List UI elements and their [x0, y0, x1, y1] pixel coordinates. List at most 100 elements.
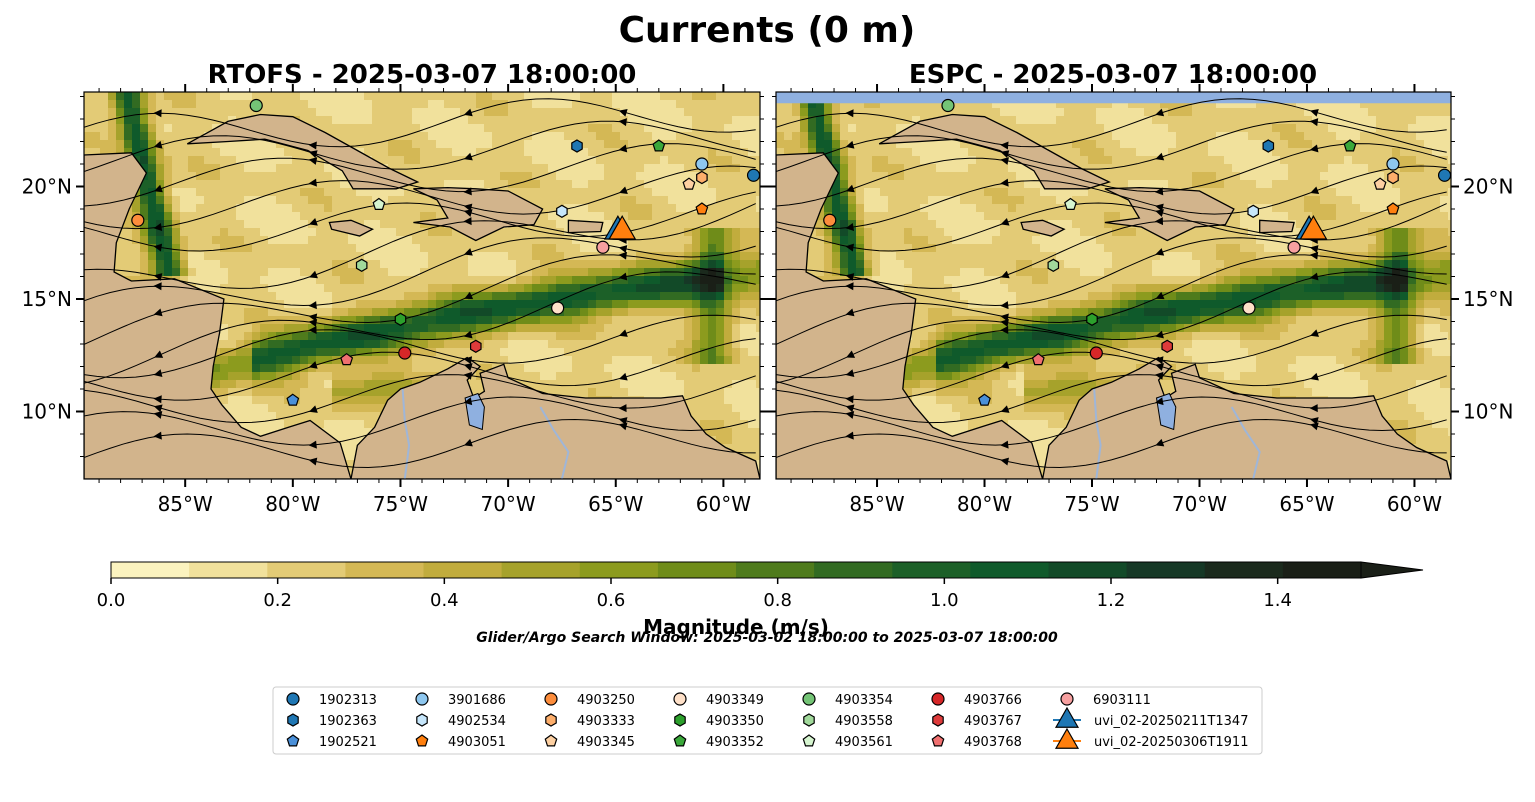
axis-ticks: 85°W 80°W 75°W 70°W 65°W 60°W 10°N 15°N 20°N	[22, 84, 768, 516]
legend-entry: 6903111	[1060, 692, 1151, 708]
colorbar-label: Magnitude (m/s)	[643, 615, 829, 639]
streamline	[84, 98, 756, 148]
landmass-jamaica	[328, 219, 375, 237]
legend-hexagon-marker	[932, 713, 944, 727]
flow-arrow	[1155, 248, 1165, 256]
flow-arrow	[1309, 251, 1319, 260]
flow-arrow	[464, 291, 474, 300]
legend-entry: uvi_02-20250211T1347	[1053, 706, 1248, 729]
legend-entry: 4903250	[544, 692, 635, 708]
flow-arrow	[308, 361, 318, 369]
legend-entry: 4903352	[673, 734, 764, 750]
legend-circle-marker	[673, 692, 687, 706]
flow-arrow	[463, 330, 473, 339]
legend-pentagon-marker	[673, 734, 687, 747]
colorbar-segment	[1282, 562, 1362, 578]
flow-arrow	[845, 369, 855, 377]
flow-arrow	[463, 152, 473, 161]
colorbar-extend-arrow	[1360, 561, 1424, 579]
flow-arrow	[1000, 270, 1010, 279]
legend-label: uvi_02-20250306T1911	[1094, 735, 1248, 750]
float-4903345	[682, 177, 696, 190]
x-tick-label: 60°W	[696, 492, 751, 516]
streamline	[776, 165, 1447, 230]
float-4903767	[470, 339, 482, 353]
legend-label: 4903333	[577, 714, 635, 729]
flow-arrow	[1155, 203, 1164, 212]
float-4903558	[1047, 258, 1060, 272]
flow-arrow	[1000, 301, 1009, 310]
colorbar-segment	[814, 562, 893, 578]
legend-entry: 4903333	[545, 713, 635, 729]
legend-entry: 1902313	[286, 692, 377, 708]
flow-arrow	[1155, 152, 1165, 161]
flow-arrow	[1310, 186, 1320, 194]
flow-arrow	[1155, 438, 1165, 447]
flow-arrow	[618, 272, 628, 281]
streamline	[776, 143, 1447, 207]
legend-hexagon-marker	[416, 713, 428, 727]
legend-label: uvi_02-20250211T1347	[1094, 714, 1248, 729]
legend-entry: 4902534	[416, 713, 506, 729]
legend-label: 4903558	[835, 714, 893, 729]
float-4902534	[556, 204, 568, 218]
flow-arrow	[1000, 318, 1009, 327]
streamline	[776, 203, 1447, 289]
flow-arrow	[845, 410, 855, 419]
streamline	[776, 191, 1447, 252]
float-4903350	[1086, 312, 1098, 326]
legend-pentagon-marker	[802, 734, 816, 747]
legend-label: 1902521	[319, 735, 377, 750]
float-4903349	[1242, 301, 1256, 315]
float-4903767	[1161, 339, 1174, 353]
landmass-southAm	[1041, 356, 1451, 479]
flow-arrow	[1155, 108, 1165, 117]
flow-arrow	[845, 282, 854, 291]
legend-label: 4903767	[964, 714, 1022, 729]
colorbar-segment	[111, 562, 190, 578]
streamline	[776, 314, 1447, 379]
colorbar-outline	[110, 561, 1362, 579]
flow-arrow	[153, 431, 162, 440]
flow-arrow	[1000, 457, 1009, 466]
y-tick-label: 20°N	[22, 175, 72, 199]
legend-entry: 4903345	[544, 734, 635, 750]
float-markers	[823, 98, 1451, 406]
legend-label: 4903350	[706, 714, 764, 729]
legend-label: 4903250	[577, 693, 635, 708]
flow-arrow	[1000, 150, 1010, 158]
float-1902313	[1437, 168, 1451, 182]
legend-hexagon-marker	[287, 713, 299, 727]
float-4903768	[1031, 352, 1045, 366]
colorbar-segment	[501, 562, 581, 578]
legend-circle-marker	[802, 692, 816, 706]
flow-arrow	[1155, 330, 1164, 339]
flow-arrow	[153, 395, 162, 404]
float-3901686	[695, 157, 709, 171]
colorbar-tick-label: 1.0	[930, 590, 959, 611]
float-4903766	[1089, 346, 1103, 360]
flow-arrow	[1309, 272, 1319, 281]
float-4903354	[249, 98, 263, 113]
legend-circle-marker	[415, 692, 429, 706]
flow-arrow	[1000, 326, 1009, 334]
legend-circle-marker	[286, 692, 300, 706]
flow-arrow	[463, 217, 472, 226]
legend-hexagon-marker	[803, 713, 815, 727]
legend-label: 4903561	[835, 735, 893, 750]
flow-arrow	[845, 184, 855, 193]
streamline	[776, 254, 1447, 345]
flow-arrow	[845, 140, 855, 149]
flow-arrow	[1154, 217, 1164, 226]
colorbar-tick-label: 0.0	[97, 590, 126, 611]
float-4903051	[695, 202, 709, 215]
colorbar-segment	[1126, 562, 1206, 578]
legend-hexagon-marker	[545, 713, 557, 727]
colorbar-segment	[267, 562, 346, 578]
float-4903561	[1064, 197, 1077, 210]
streamline	[84, 338, 756, 401]
landmass-puertorico	[567, 219, 604, 234]
flow-arrow	[1000, 218, 1010, 226]
float-uvi_02-20250306T1911	[1299, 215, 1328, 240]
